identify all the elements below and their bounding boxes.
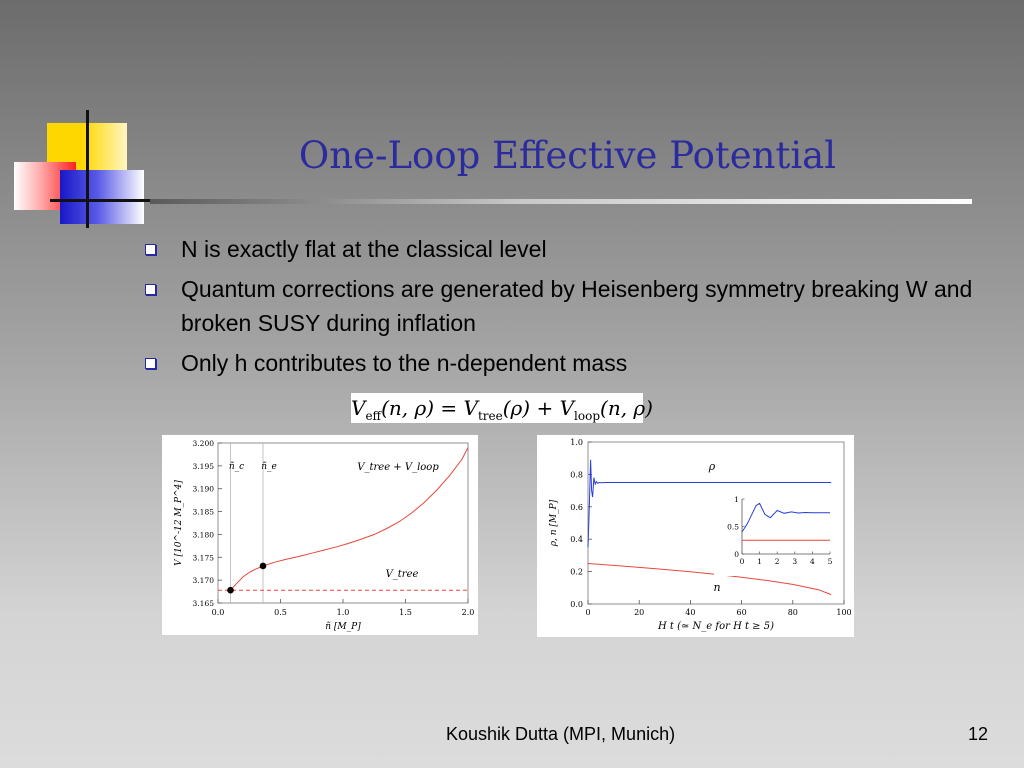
formula-term2: V [559,396,575,420]
annotation-tree: V_tree [386,569,419,580]
series-line-tree-plus-loop [230,447,469,591]
x-tick-label: 20 [634,608,644,617]
title-underline [150,199,972,204]
x-tick-label: 0.0 [212,608,225,617]
marker-label: ñ_c [229,462,244,472]
bullet-text: Quantum corrections are generated by Hei… [181,276,973,336]
inset-y-tick-label: 0 [734,550,739,559]
y-tick-label: 3.185 [193,508,215,517]
x-tick-label: 1.0 [337,608,350,617]
y-tick-label: 0.2 [570,568,583,577]
formula-lhs-sub: eff [365,409,382,423]
inset-x-tick-label: 4 [810,557,815,566]
bullet-square-icon [145,358,156,369]
formula-lhs: V [351,396,366,420]
formula-term1-args: (ρ) + [502,396,560,420]
bullet-item: Only h contributes to the n-dependent ma… [140,346,980,380]
series-line-rho [587,459,832,548]
y-tick-label: 3.195 [193,462,215,471]
logo-vertical-line [86,110,89,228]
formula-term1-sub: tree [477,409,503,423]
y-tick-label: 3.165 [193,599,215,608]
slide-number: 12 [968,724,989,744]
inset-y-tick-label: 0.5 [727,523,739,532]
effective-potential-formula: Veff(n, ρ) = Vtree(ρ) + Vloop(n, ρ) [351,393,653,423]
annotation-tree-plus-loop: V_tree + V_loop [357,462,439,473]
bullet-square-icon [145,244,156,255]
x-tick-label: 1.5 [399,608,412,617]
formula-term2-args: (n, ρ) [600,396,653,420]
inset-x-tick-label: 1 [757,557,762,566]
y-axis-label: V [10^-12 M_P^4] [174,480,184,566]
annotation-rho: ρ [708,460,716,473]
inset-series-line-rho [741,502,830,533]
inset-x-tick-label: 0 [740,557,745,566]
bullet-list: N is exactly flat at the classical level… [140,232,980,386]
y-tick-label: 1.0 [570,438,583,447]
y-tick-label: 3.190 [193,485,215,494]
y-tick-label: 3.170 [193,576,215,585]
x-tick-label: 0.5 [274,608,287,617]
inset-x-tick-label: 2 [775,557,780,566]
logo-blue-block [60,170,144,224]
y-tick-label: 3.175 [193,553,215,562]
x-tick-label: 0 [585,608,590,617]
bullet-text: N is exactly flat at the classical level [181,236,547,262]
y-tick-label: 3.180 [193,530,215,539]
x-tick-label: 2.0 [462,608,475,617]
formula-lhs-args: (n, ρ) = [381,396,464,420]
inset-y-tick-label: 1 [734,495,739,504]
data-point [227,586,234,594]
formula-term2-sub: loop [574,409,601,423]
y-tick-label: 3.200 [193,439,215,448]
x-tick-label: 80 [788,608,798,617]
plot-frame [587,441,845,605]
bullet-square-icon [145,284,156,295]
slide-title: One-Loop Effective Potential [298,134,837,177]
bullet-item: Quantum corrections are generated by Hei… [140,272,980,340]
marker-label: ñ_e [261,462,277,472]
inset-x-tick-label: 3 [792,557,797,566]
bullet-text: Only h contributes to the n-dependent ma… [181,350,628,376]
x-axis-label: ñ [M_P] [325,622,361,632]
x-tick-label: 40 [685,608,695,617]
inset-background [714,491,842,576]
y-tick-label: 0.8 [570,470,583,479]
formula-term1: V [463,396,478,420]
y-tick-label: 0.6 [570,503,583,512]
potential-chart: 0.0 0.5 1.0 1.5 2.0 3.165 3.170 3.175 3.180 3.185… [162,435,478,635]
x-tick-label: 100 [836,608,851,617]
x-axis-label: H t (≃ N_e for H t ≥ 5) [657,621,774,632]
annotation-n: n [713,581,720,594]
y-axis-label: ρ, n [M_P] [549,499,559,547]
y-tick-label: 0.0 [570,600,583,609]
data-point [259,562,267,570]
inset-x-tick-label: 5 [828,557,833,566]
logo-horizontal-line [50,199,150,202]
footer-author: Koushik Dutta (MPI, Munich) [446,724,676,744]
bullet-item: N is exactly flat at the classical level [140,232,980,266]
y-tick-label: 0.4 [570,535,583,544]
x-tick-label: 60 [737,608,747,617]
